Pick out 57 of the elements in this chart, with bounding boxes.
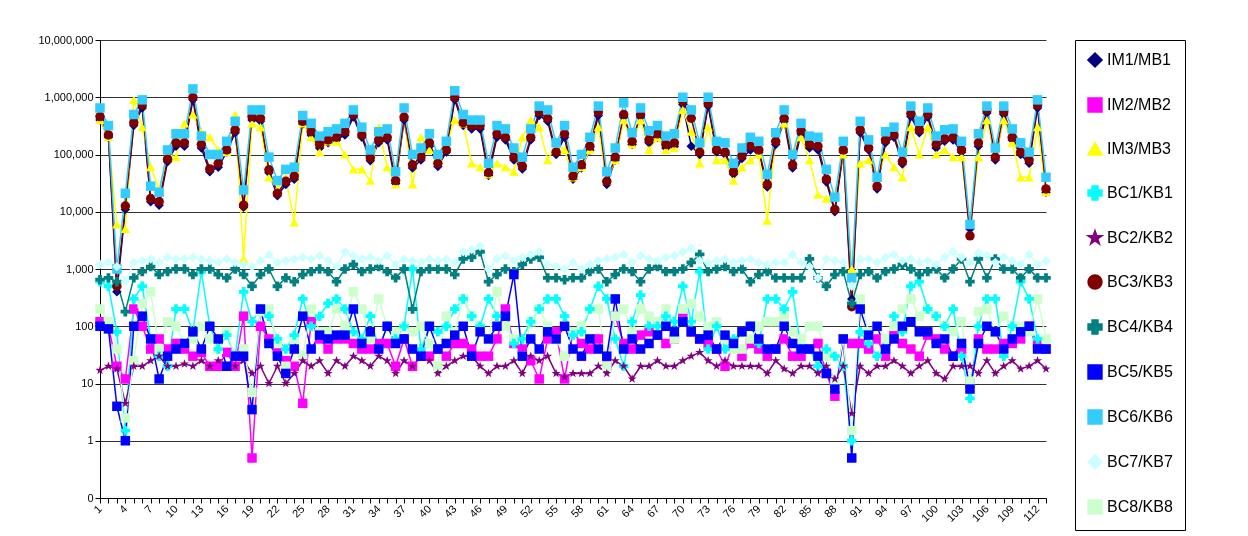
x-tick-label: 100 xyxy=(918,502,941,525)
x-tick-label: 7 xyxy=(141,502,155,516)
y-tick-label: 1,000,000 xyxy=(44,90,94,103)
x-tick-label: 10 xyxy=(162,502,181,520)
legend-label: BC4/KB4 xyxy=(1107,318,1173,335)
x-tick-label: 61 xyxy=(593,502,611,520)
x-tick-label: 19 xyxy=(238,502,257,520)
legend-label: BC6/KB6 xyxy=(1107,408,1173,425)
x-tick-label: 97 xyxy=(897,502,915,520)
y-tick-label: 1 xyxy=(87,434,94,447)
x-tick-label: 64 xyxy=(619,502,637,520)
x-tick-label: 46 xyxy=(466,502,485,520)
legend-label: BC5/KB5 xyxy=(1107,363,1173,380)
x-tick-label: 109 xyxy=(994,502,1017,525)
x-tick-label: 34 xyxy=(365,502,383,520)
x-tick-label: 106 xyxy=(969,502,991,525)
x-tick-label: 70 xyxy=(669,502,687,520)
legend-label: BC2/KB2 xyxy=(1107,229,1173,246)
y-tick-label: 10,000,000 xyxy=(38,33,94,46)
x-tick-label: 40 xyxy=(416,502,434,520)
x-tick-label: 112 xyxy=(1020,502,1042,524)
legend-label: IM2/MB2 xyxy=(1107,96,1172,113)
x-tick-label: 76 xyxy=(720,502,738,520)
y-tick-label: 100 xyxy=(75,319,94,332)
x-tick-label: 31 xyxy=(340,502,358,520)
x-tick-label: 88 xyxy=(821,502,839,520)
x-tick-label: 25 xyxy=(289,502,307,520)
legend-label: BC1/KB1 xyxy=(1107,184,1173,201)
x-tick-label: 103 xyxy=(944,502,966,525)
legend-label: BC7/KB7 xyxy=(1107,453,1173,470)
legend-label: IM1/MB1 xyxy=(1107,51,1172,68)
x-tick-label: 91 xyxy=(847,502,865,520)
y-tick-label: 10 xyxy=(81,377,94,389)
x-tick-label: 85 xyxy=(796,502,814,520)
x-tick-label: 58 xyxy=(568,502,586,520)
x-tick-label: 43 xyxy=(441,502,459,520)
x-tick-label: 55 xyxy=(543,502,561,520)
legend-label: IM3/MB3 xyxy=(1107,140,1172,157)
x-tick-label: 16 xyxy=(213,502,231,520)
y-tick-label: 100,000 xyxy=(53,148,94,160)
x-tick-label: 49 xyxy=(492,502,510,520)
x-tick-label: 79 xyxy=(745,502,763,520)
x-tick-label: 28 xyxy=(314,502,333,520)
x-tick-label: 37 xyxy=(390,502,409,520)
x-tick-label: 94 xyxy=(872,502,890,520)
x-tick-label: 82 xyxy=(771,502,789,520)
x-tick-label: 67 xyxy=(644,502,662,520)
x-tick-label: 13 xyxy=(188,502,206,520)
x-tick-label: 4 xyxy=(116,502,130,516)
x-tick-label: 52 xyxy=(517,502,535,520)
x-tick-label: 22 xyxy=(264,502,282,520)
y-tick-label: 10,000 xyxy=(59,205,94,218)
legend-label: BC3/KB3 xyxy=(1107,273,1173,290)
y-tick-label: 1,000 xyxy=(65,262,94,275)
x-tick-label: 73 xyxy=(695,502,713,520)
y-tick-label: 0 xyxy=(87,491,94,504)
legend-label: BC8/KB8 xyxy=(1107,498,1173,515)
